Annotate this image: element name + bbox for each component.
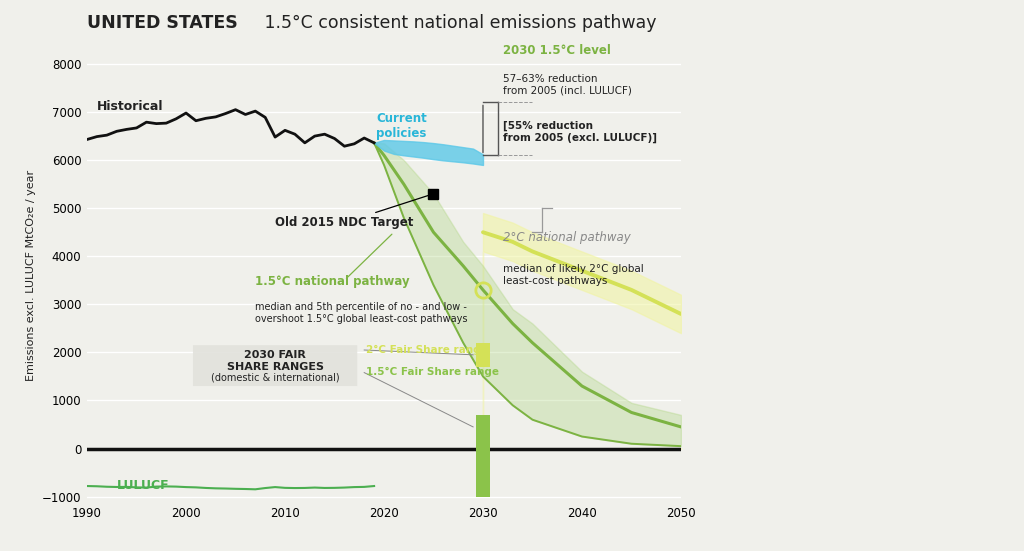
Bar xyxy=(476,343,489,367)
Text: 2°C national pathway: 2°C national pathway xyxy=(503,231,631,245)
Text: (domestic & international): (domestic & international) xyxy=(211,372,339,382)
Text: 1.5°C consistent national emissions pathway: 1.5°C consistent national emissions path… xyxy=(259,14,656,32)
Y-axis label: Emissions excl. LULUCF MtCO₂e / year: Emissions excl. LULUCF MtCO₂e / year xyxy=(27,170,37,381)
Text: 2030 1.5°C level: 2030 1.5°C level xyxy=(503,44,611,57)
Text: 2030 FAIR
SHARE RANGES: 2030 FAIR SHARE RANGES xyxy=(226,350,324,371)
FancyBboxPatch shape xyxy=(193,345,357,386)
Text: median and 5th percentile of no - and low -
overshoot 1.5°C global least-cost pa: median and 5th percentile of no - and lo… xyxy=(255,302,468,323)
Text: Current
policies: Current policies xyxy=(376,112,427,140)
Text: 1.5°C national pathway: 1.5°C national pathway xyxy=(255,274,410,288)
Bar xyxy=(476,415,489,496)
Text: Old 2015 NDC Target: Old 2015 NDC Target xyxy=(275,195,431,229)
Text: Historical: Historical xyxy=(97,100,164,112)
Text: median of likely 2°C global
least-cost pathways: median of likely 2°C global least-cost p… xyxy=(503,264,644,286)
Text: 2°C Fair Share range: 2°C Fair Share range xyxy=(367,345,487,355)
Text: 1.5°C Fair Share range: 1.5°C Fair Share range xyxy=(367,366,499,377)
Text: 57–63% reduction
from 2005 (incl. LULUCF): 57–63% reduction from 2005 (incl. LULUCF… xyxy=(503,74,632,96)
Text: LULUCF: LULUCF xyxy=(117,479,169,493)
Text: UNITED STATES: UNITED STATES xyxy=(87,14,238,32)
Text: [55% reduction
from 2005 (excl. LULUCF)]: [55% reduction from 2005 (excl. LULUCF)] xyxy=(503,121,657,143)
